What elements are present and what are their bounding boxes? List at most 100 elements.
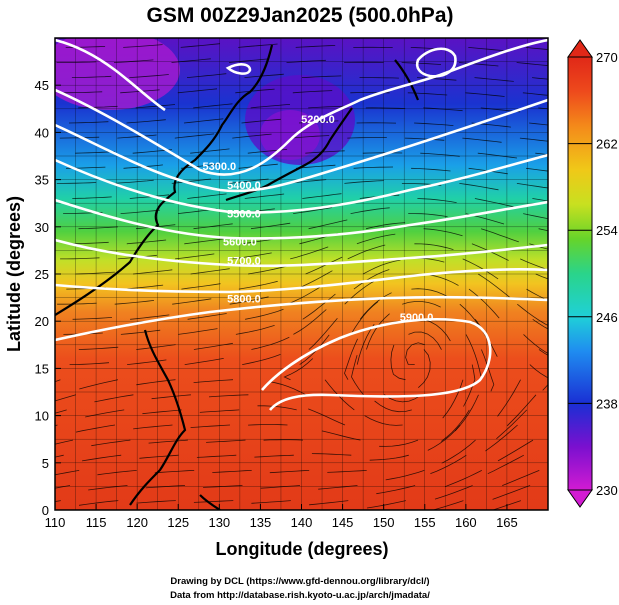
streamline bbox=[175, 253, 215, 260]
credit-drawing: Drawing by DCL (https://www.gfd-dennou.o… bbox=[170, 576, 429, 587]
streamline bbox=[136, 500, 176, 504]
streamline bbox=[305, 256, 343, 275]
contour-5800 bbox=[55, 295, 548, 342]
streamline bbox=[91, 439, 131, 447]
streamline bbox=[423, 228, 463, 237]
streamline bbox=[416, 77, 457, 81]
x-tick-label: 165 bbox=[496, 515, 518, 530]
streamline bbox=[366, 313, 390, 350]
streamline bbox=[248, 265, 287, 275]
streamline bbox=[538, 349, 548, 356]
streamline bbox=[468, 47, 508, 52]
streamline bbox=[327, 470, 367, 473]
credit-data: Data from http://database.rish.kyoto-u.a… bbox=[170, 590, 430, 601]
streamline bbox=[129, 74, 169, 78]
streamline bbox=[497, 379, 521, 417]
streamline bbox=[502, 470, 540, 486]
streamline bbox=[244, 193, 285, 199]
streamline bbox=[123, 284, 164, 290]
streamline bbox=[286, 59, 326, 63]
streamline bbox=[114, 179, 154, 184]
streamline bbox=[260, 485, 301, 489]
streamline bbox=[190, 424, 231, 428]
streamline bbox=[311, 453, 352, 456]
streamline bbox=[359, 292, 392, 320]
streamline bbox=[232, 133, 272, 139]
streamline bbox=[78, 500, 119, 506]
streamline bbox=[516, 183, 548, 189]
streamline bbox=[485, 424, 518, 452]
streamline bbox=[72, 196, 112, 199]
streamline bbox=[56, 61, 96, 63]
streamline bbox=[525, 47, 548, 50]
streamline bbox=[351, 355, 364, 396]
streamline bbox=[69, 362, 110, 365]
streamline bbox=[366, 500, 406, 509]
streamline bbox=[496, 409, 528, 440]
streamline bbox=[75, 151, 115, 154]
streamline bbox=[350, 207, 390, 214]
streamline bbox=[242, 354, 281, 365]
streamline bbox=[235, 325, 275, 335]
streamline bbox=[523, 213, 548, 220]
streamline bbox=[154, 470, 195, 474]
streamline bbox=[532, 318, 548, 330]
streamline bbox=[305, 150, 345, 154]
streamline bbox=[431, 500, 464, 510]
streamline bbox=[193, 223, 233, 230]
streamline bbox=[186, 73, 227, 78]
streamline bbox=[241, 118, 281, 124]
streamline bbox=[133, 269, 173, 275]
streamline bbox=[55, 454, 64, 458]
streamline bbox=[295, 45, 336, 48]
contour-small-low bbox=[225, 63, 252, 75]
streamline bbox=[347, 244, 386, 260]
streamline bbox=[308, 105, 348, 109]
contour-label: 5400.0 bbox=[227, 180, 261, 192]
streamline bbox=[418, 349, 431, 388]
y-tick-label: 5 bbox=[42, 456, 49, 471]
contour-label: 5700.0 bbox=[227, 256, 261, 268]
y-tick-label: 25 bbox=[35, 267, 49, 282]
streamline bbox=[522, 92, 548, 96]
colorbar-ticks: 230 238 246 254 262 270 bbox=[568, 50, 618, 498]
streamline bbox=[142, 409, 182, 415]
y-tick-label: 40 bbox=[35, 125, 49, 140]
streamline bbox=[60, 257, 100, 260]
streamline bbox=[468, 288, 500, 319]
y-tick-label: 10 bbox=[35, 409, 49, 424]
streamline bbox=[462, 137, 502, 143]
streamline bbox=[187, 313, 227, 320]
streamline bbox=[181, 283, 221, 290]
streamline bbox=[238, 280, 278, 290]
streamline bbox=[408, 213, 448, 217]
y-tick-label: 15 bbox=[35, 361, 49, 376]
streamline bbox=[187, 193, 227, 199]
streamline bbox=[244, 73, 284, 78]
streamline bbox=[359, 77, 399, 79]
streamline bbox=[228, 58, 269, 63]
x-tick-label: 110 bbox=[45, 515, 66, 530]
streamline bbox=[408, 331, 442, 350]
x-tick-label: 160 bbox=[455, 515, 477, 530]
streamline bbox=[492, 485, 531, 500]
streamline bbox=[487, 454, 524, 475]
streamline bbox=[517, 303, 548, 326]
contour-label: 5200.0 bbox=[301, 114, 335, 126]
streamline bbox=[480, 228, 519, 243]
streamline bbox=[379, 439, 419, 447]
streamline bbox=[497, 439, 534, 462]
streamline bbox=[308, 408, 346, 426]
streamline bbox=[263, 439, 304, 441]
colorbar-lower-triangle bbox=[567, 489, 593, 508]
streamline bbox=[120, 209, 160, 214]
streamline bbox=[229, 296, 269, 305]
plot-area: 5200.0 5300.0 5400.0 5500.0 5600.0 5700.0 5800… bbox=[55, 38, 548, 510]
streamline bbox=[474, 77, 514, 82]
colorbar-tick-label: 262 bbox=[596, 137, 618, 152]
colorbar-tick-label: 254 bbox=[596, 223, 618, 238]
x-tick-label: 140 bbox=[291, 515, 313, 530]
streamline bbox=[441, 439, 476, 464]
x-tick-label: 150 bbox=[373, 515, 395, 530]
